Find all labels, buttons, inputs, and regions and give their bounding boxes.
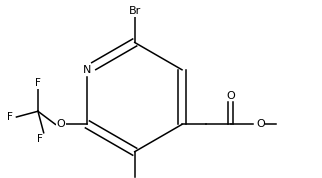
Text: N: N — [83, 65, 91, 75]
Text: F: F — [35, 78, 41, 88]
Text: Br: Br — [128, 6, 141, 16]
Text: O: O — [56, 119, 65, 129]
Text: F: F — [37, 134, 43, 144]
Text: F: F — [7, 112, 13, 122]
Text: O: O — [256, 119, 265, 129]
Text: O: O — [226, 91, 235, 101]
